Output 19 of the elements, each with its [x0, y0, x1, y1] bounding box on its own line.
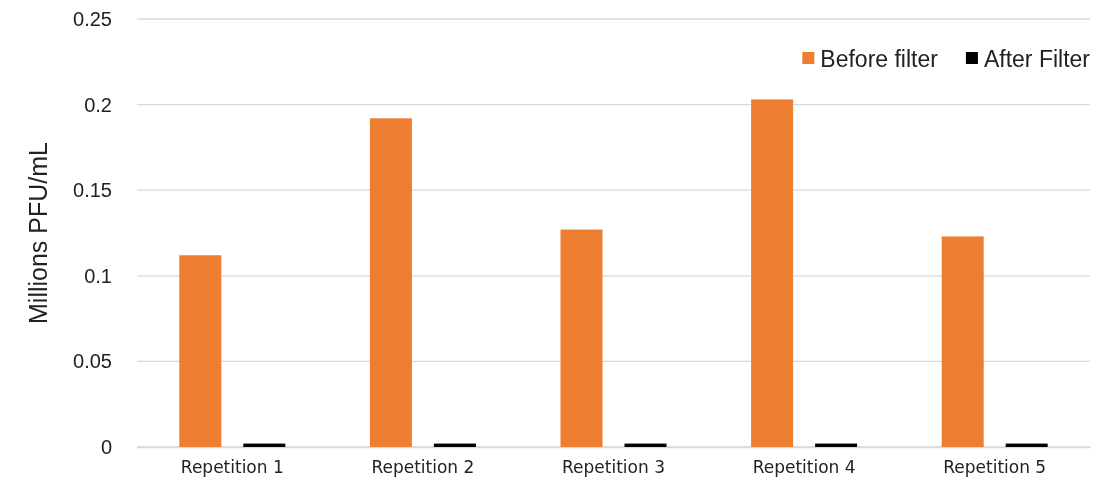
legend-label: Before filter	[820, 46, 939, 73]
x-tick-label: Repetition 5	[943, 457, 1047, 478]
x-tick-label: Repetition 1	[180, 457, 284, 478]
bar	[941, 236, 984, 447]
bar	[369, 118, 412, 447]
bar	[751, 99, 794, 447]
bar	[560, 229, 603, 447]
y-tick-label: 0.25	[73, 7, 112, 30]
x-tick-label: Repetition 4	[752, 457, 856, 478]
y-tick-label: 0.2	[84, 93, 112, 116]
x-tick-label: Repetition 2	[371, 457, 475, 478]
y-axis-title: Millions PFU/mL	[24, 141, 52, 324]
y-tick-label: 0.15	[73, 179, 112, 202]
y-tick-label: 0	[100, 435, 112, 458]
bar	[179, 255, 222, 447]
legend-label: After Filter	[983, 46, 1091, 73]
x-tick-label: Repetition 3	[562, 457, 665, 478]
y-tick-label: 0.05	[73, 350, 112, 373]
y-tick-label: 0.1	[84, 264, 112, 287]
